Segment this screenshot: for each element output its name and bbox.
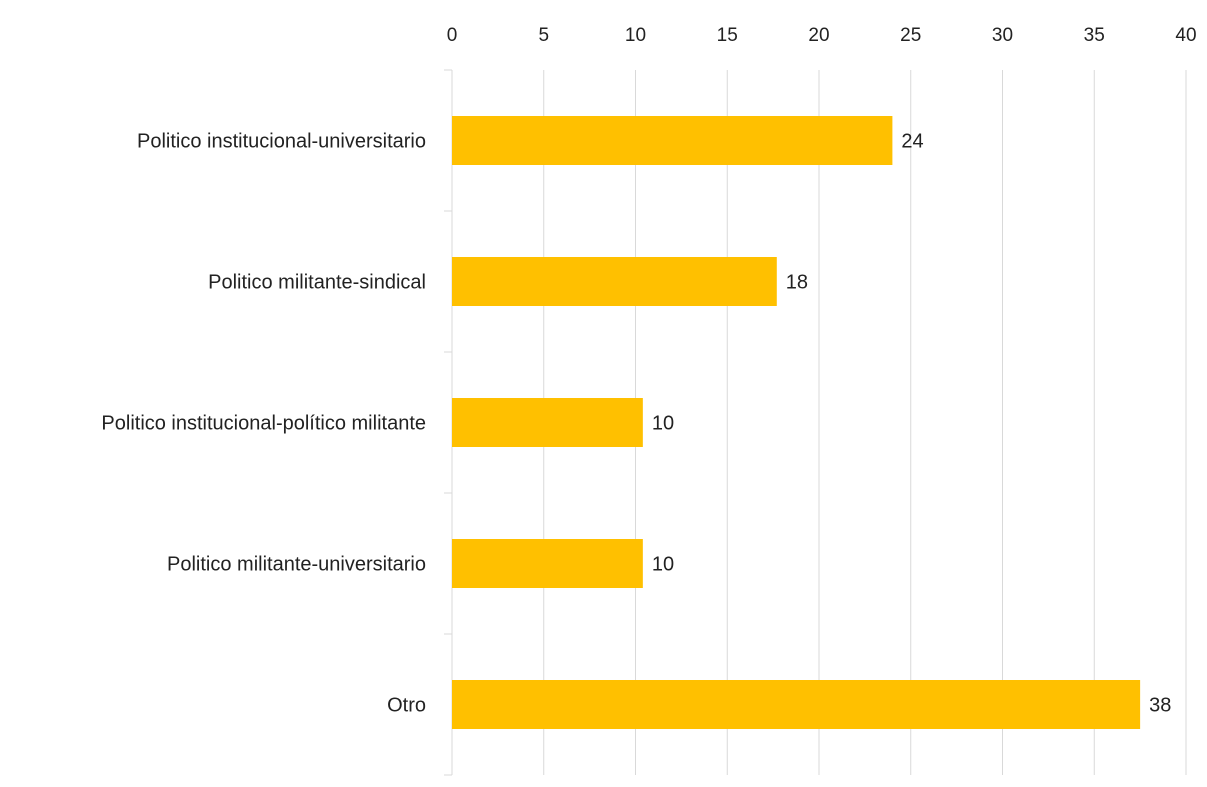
category-label-2: Politico militante-sindical xyxy=(208,272,426,294)
bars xyxy=(452,116,1141,729)
category-label-4: Politico militante-universitario xyxy=(167,554,426,576)
x-tick-labels: 0 5 10 15 20 25 30 35 40 xyxy=(447,25,1197,46)
x-tick-label-30: 30 xyxy=(992,25,1013,46)
category-label-5: Otro xyxy=(387,695,426,717)
data-label-5: 38 xyxy=(1149,695,1171,717)
x-tick-label-5: 5 xyxy=(538,25,549,46)
data-label-1: 24 xyxy=(901,131,923,153)
x-tick-label-40: 40 xyxy=(1175,25,1196,46)
bar-5 xyxy=(452,680,1141,729)
x-tick-label-0: 0 xyxy=(447,25,458,46)
category-label-1: Politico institucional-universitario xyxy=(137,131,426,153)
data-labels: 24 18 10 10 38 xyxy=(652,131,1172,717)
bar-3 xyxy=(452,398,643,447)
bar-4 xyxy=(452,539,643,588)
category-labels: Politico institucional-universitario Poli… xyxy=(101,131,426,717)
data-label-2: 18 xyxy=(786,272,808,294)
x-tick-label-20: 20 xyxy=(808,25,829,46)
bar-2 xyxy=(452,257,777,306)
data-label-3: 10 xyxy=(652,413,674,435)
data-label-4: 10 xyxy=(652,554,674,576)
bar-1 xyxy=(452,116,893,165)
x-tick-label-35: 35 xyxy=(1084,25,1105,46)
x-tick-label-10: 10 xyxy=(625,25,646,46)
x-tick-label-15: 15 xyxy=(717,25,738,46)
x-tick-label-25: 25 xyxy=(900,25,921,46)
category-label-3: Politico institucional-político militant… xyxy=(101,413,426,435)
